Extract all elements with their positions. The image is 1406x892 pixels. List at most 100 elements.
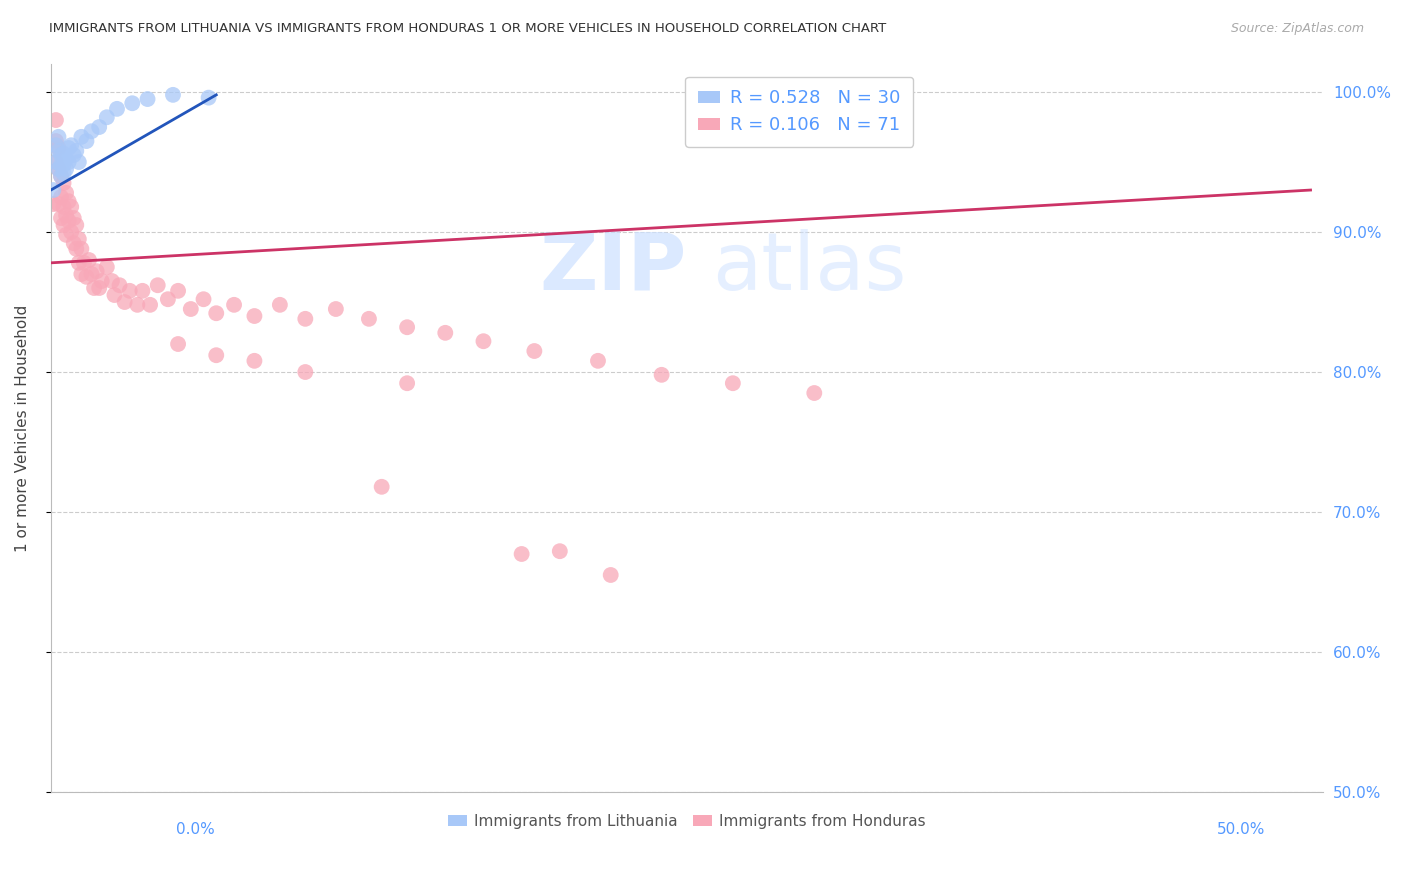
Point bbox=[45, 134, 67, 148]
Point bbox=[156, 292, 179, 306]
Point bbox=[55, 153, 77, 167]
Point bbox=[243, 309, 266, 323]
Point bbox=[45, 113, 67, 128]
Point bbox=[370, 480, 392, 494]
Point bbox=[325, 301, 347, 316]
Point bbox=[45, 138, 67, 153]
Point bbox=[55, 186, 77, 200]
Y-axis label: 1 or more Vehicles in Household: 1 or more Vehicles in Household bbox=[15, 304, 30, 551]
Point bbox=[70, 242, 93, 256]
Point bbox=[599, 568, 621, 582]
Point bbox=[721, 376, 744, 391]
Point bbox=[472, 334, 495, 349]
Point bbox=[49, 169, 72, 183]
Point bbox=[180, 301, 202, 316]
Point bbox=[96, 110, 118, 124]
Point bbox=[49, 169, 72, 183]
Point bbox=[86, 264, 108, 278]
Point bbox=[162, 87, 184, 102]
Text: IMMIGRANTS FROM LITHUANIA VS IMMIGRANTS FROM HONDURAS 1 OR MORE VEHICLES IN HOUS: IMMIGRANTS FROM LITHUANIA VS IMMIGRANTS … bbox=[49, 22, 886, 36]
Point bbox=[49, 190, 72, 204]
Point bbox=[80, 267, 103, 281]
Point bbox=[48, 162, 70, 177]
Point bbox=[52, 176, 75, 190]
Point bbox=[803, 386, 825, 401]
Point bbox=[205, 306, 228, 320]
Point bbox=[586, 354, 609, 368]
Point bbox=[58, 194, 80, 209]
Point bbox=[114, 295, 136, 310]
Text: ZIP: ZIP bbox=[540, 229, 688, 307]
Point bbox=[127, 298, 149, 312]
Point bbox=[197, 90, 219, 104]
Point bbox=[49, 158, 72, 172]
Text: 50.0%: 50.0% bbox=[1218, 822, 1265, 838]
Point bbox=[357, 311, 380, 326]
Point bbox=[167, 284, 190, 298]
Point bbox=[42, 183, 65, 197]
Point bbox=[48, 141, 70, 155]
Point bbox=[269, 298, 291, 312]
Point bbox=[65, 242, 87, 256]
Point bbox=[75, 269, 97, 284]
Point bbox=[96, 260, 118, 274]
Point bbox=[396, 320, 419, 334]
Point bbox=[75, 134, 97, 148]
Text: atlas: atlas bbox=[713, 229, 907, 307]
Point bbox=[45, 155, 67, 169]
Point bbox=[67, 256, 90, 270]
Text: Source: ZipAtlas.com: Source: ZipAtlas.com bbox=[1230, 22, 1364, 36]
Point bbox=[523, 344, 546, 359]
Legend: Immigrants from Lithuania, Immigrants from Honduras: Immigrants from Lithuania, Immigrants fr… bbox=[443, 808, 932, 835]
Point bbox=[77, 253, 100, 268]
Point bbox=[139, 298, 162, 312]
Point bbox=[48, 197, 70, 211]
Point bbox=[89, 120, 111, 134]
Point bbox=[62, 236, 84, 251]
Point bbox=[90, 274, 112, 288]
Point bbox=[62, 211, 84, 225]
Point bbox=[83, 281, 105, 295]
Point bbox=[42, 197, 65, 211]
Point bbox=[55, 162, 77, 177]
Point bbox=[67, 232, 90, 246]
Point bbox=[108, 278, 131, 293]
Point bbox=[548, 544, 571, 558]
Point bbox=[65, 218, 87, 232]
Point bbox=[70, 267, 93, 281]
Point bbox=[118, 284, 141, 298]
Point bbox=[55, 227, 77, 242]
Point bbox=[89, 281, 111, 295]
Point bbox=[58, 155, 80, 169]
Point bbox=[58, 141, 80, 155]
Point bbox=[434, 326, 457, 340]
Point bbox=[60, 225, 83, 239]
Point bbox=[60, 200, 83, 214]
Point bbox=[67, 155, 90, 169]
Point bbox=[52, 166, 75, 180]
Point bbox=[222, 298, 245, 312]
Point bbox=[48, 144, 70, 158]
Point bbox=[105, 102, 128, 116]
Point bbox=[510, 547, 533, 561]
Point bbox=[136, 92, 159, 106]
Point bbox=[205, 348, 228, 362]
Point bbox=[65, 144, 87, 158]
Point bbox=[80, 124, 103, 138]
Point bbox=[294, 365, 316, 379]
Point bbox=[52, 200, 75, 214]
Point bbox=[193, 292, 215, 306]
Point bbox=[396, 376, 419, 391]
Point bbox=[294, 311, 316, 326]
Point bbox=[49, 211, 72, 225]
Point bbox=[121, 96, 143, 111]
Point bbox=[73, 256, 96, 270]
Point bbox=[48, 162, 70, 177]
Point bbox=[52, 158, 75, 172]
Point bbox=[103, 288, 125, 302]
Point bbox=[70, 129, 93, 144]
Point bbox=[62, 148, 84, 162]
Point bbox=[49, 148, 72, 162]
Point bbox=[52, 146, 75, 161]
Point bbox=[243, 354, 266, 368]
